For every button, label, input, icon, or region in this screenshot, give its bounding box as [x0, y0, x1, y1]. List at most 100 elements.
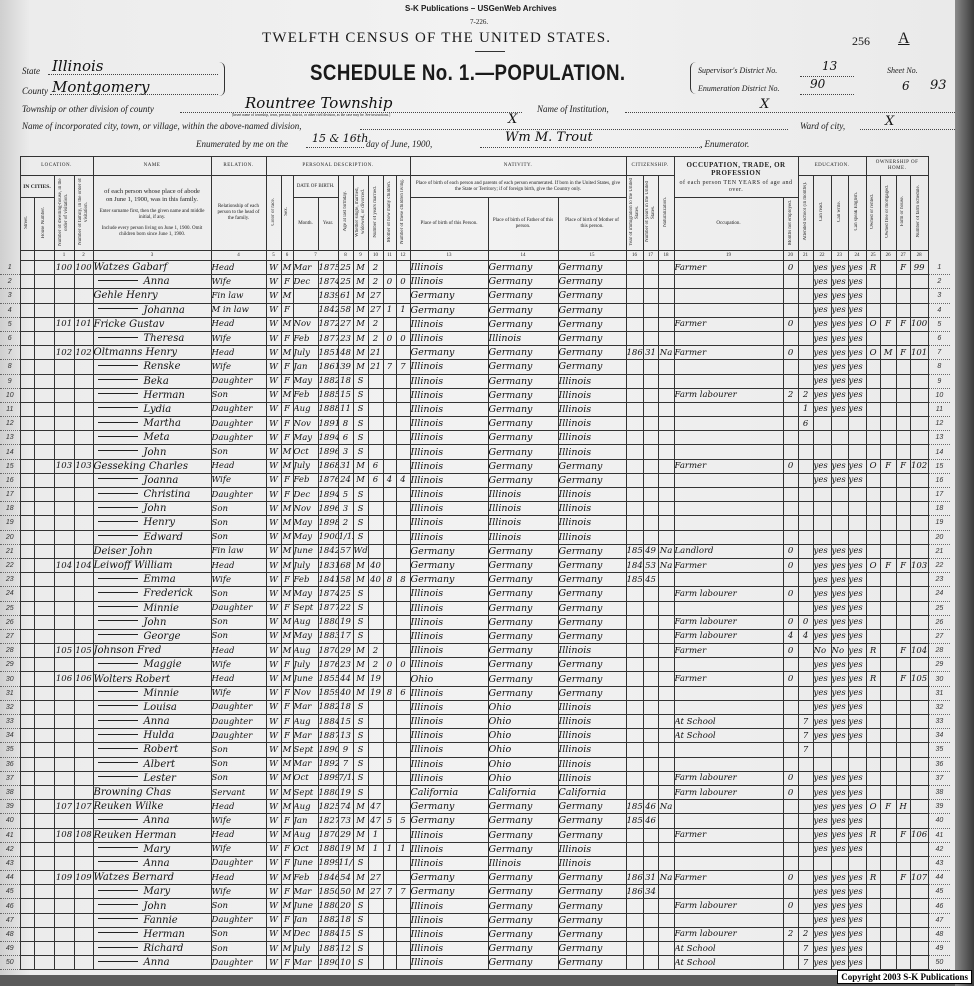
house-number-cell	[33, 614, 55, 630]
table-row: 1 100 100 Watzes Gabarf Head W M Mar 1875 25 M 2 Ill…	[0, 259, 951, 276]
street-cell	[19, 813, 35, 829]
years-married-cell	[367, 784, 384, 801]
relation-cell: Daughter	[210, 955, 267, 971]
house-number-cell	[33, 302, 55, 318]
age-cell: 58	[337, 572, 354, 588]
father-birthplace-cell: Germany	[487, 628, 559, 645]
children-born-cell	[382, 586, 397, 602]
birthplace-cell: Illinois	[409, 643, 489, 659]
months-unemployed-cell	[782, 359, 799, 375]
children-born-cell	[382, 259, 397, 276]
free-mortgaged-cell	[879, 274, 897, 290]
age-cell: 19	[337, 784, 354, 801]
years-in-us-cell	[642, 671, 659, 687]
owned-rented-cell	[865, 728, 881, 744]
birthplace-cell: Germany	[409, 557, 489, 574]
sex-cell: F	[280, 359, 294, 375]
month-cell: May	[292, 628, 319, 645]
relation-cell: Son	[210, 387, 267, 403]
table-row: 50 Anna Daughter W F Mar 1890 10 S Illinois German…	[0, 955, 951, 971]
color-cell: W	[265, 955, 282, 971]
years-married-cell: 2	[367, 274, 384, 290]
line-number-right-cell: 20	[935, 533, 944, 541]
children-living-cell: 7	[395, 359, 411, 375]
line-number-cell: 16	[5, 476, 14, 484]
mother-birthplace-cell: Germany	[557, 259, 627, 276]
can-speak-english-cell: yes	[847, 472, 867, 489]
column-number: 15	[557, 250, 627, 261]
column-number: 22	[812, 250, 832, 261]
months-unemployed-cell	[782, 728, 799, 744]
birthplace-cell: Illinois	[409, 586, 489, 602]
family-cell	[73, 600, 94, 616]
dwelling-cell: 107	[53, 799, 75, 815]
relation-cell: Son	[210, 742, 267, 758]
name-cell: Renske	[92, 359, 212, 375]
immigration-year-cell	[625, 444, 644, 460]
age-cell: 19	[337, 614, 354, 630]
color-cell: W	[265, 472, 282, 489]
years-in-us-cell	[642, 742, 659, 758]
marital-cell: S	[352, 940, 369, 957]
immigration-year-cell	[625, 940, 644, 957]
name-cell: Fannie	[92, 912, 212, 928]
line-number-right-cell: 40	[935, 817, 944, 825]
school-months-cell	[797, 685, 814, 701]
sex-cell: F	[280, 699, 294, 716]
table-row: 43AnnaDaughterWFJune189911/12SIllinoisIl…	[0, 855, 951, 872]
month-cell	[292, 288, 319, 304]
farm-house-cell	[895, 926, 911, 943]
marital-cell: S	[352, 614, 369, 630]
years-married-cell	[367, 728, 384, 744]
months-unemployed-cell: 0	[782, 614, 799, 630]
can-speak-english-cell: yes	[847, 614, 867, 630]
immigration-year-cell	[625, 671, 644, 687]
years-married-cell	[367, 628, 384, 645]
can-read-cell: No	[812, 643, 832, 659]
children-living-cell	[395, 387, 411, 403]
can-read-cell	[812, 756, 832, 772]
dwelling-cell	[53, 955, 75, 971]
can-write-cell: yes	[830, 699, 849, 716]
column-number: 28	[909, 250, 929, 261]
farm-schedule-number-cell: 104	[909, 643, 929, 659]
years-married-cell	[367, 586, 384, 602]
occupation-cell	[673, 501, 784, 517]
marital-cell: S	[352, 699, 369, 716]
school-months-cell	[797, 784, 814, 801]
marital-cell: S	[352, 373, 369, 389]
family-cell: 109	[73, 870, 94, 886]
name-cell: Richard	[92, 940, 212, 957]
marital-cell: S	[352, 586, 369, 602]
name-cell: Robert	[92, 742, 212, 758]
occupation-cell: Farm labourer	[673, 784, 784, 801]
occupation-cell: Farm labourer	[673, 898, 784, 914]
house-number-cell	[33, 898, 55, 914]
state-bracket	[218, 62, 225, 96]
age-cell: 68	[337, 557, 354, 574]
can-read-cell: yes	[812, 316, 832, 332]
ownership-header: OWNERSHIP OF HOME.	[865, 156, 929, 176]
years-married-cell	[367, 955, 384, 971]
mother-birthplace-cell: Illinois	[557, 728, 627, 744]
children-born-cell	[382, 401, 397, 418]
birthplace-cell: Germany	[409, 572, 489, 588]
farm-schedule-number-cell: 100	[909, 316, 929, 332]
can-read-cell	[812, 529, 832, 545]
street-header: Street.	[19, 197, 35, 251]
children-living-cell	[395, 416, 411, 432]
column-number: 7	[292, 250, 339, 261]
months-unemployed-cell: 0	[782, 458, 799, 474]
immigration-year-cell	[625, 784, 644, 801]
owned-rented-cell	[865, 274, 881, 290]
name-cell: Beka	[92, 373, 212, 389]
street-cell	[19, 870, 35, 886]
family-cell	[73, 373, 94, 389]
occupation-cell: Farmer	[673, 458, 784, 474]
name-description: of each person whose place of abode on J…	[92, 175, 212, 251]
color-cell: W	[265, 345, 282, 361]
owned-rented-cell	[865, 330, 881, 347]
free-mortgaged-cell	[879, 401, 897, 418]
birthplace-cell: Illinois	[409, 472, 489, 489]
month-cell: Mar	[292, 259, 319, 276]
